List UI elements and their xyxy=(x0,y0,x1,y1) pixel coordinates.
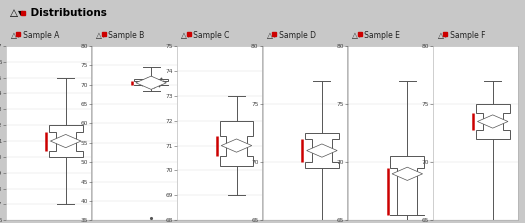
Text: △▾ Sample F: △▾ Sample F xyxy=(437,31,485,40)
Polygon shape xyxy=(477,115,508,128)
Polygon shape xyxy=(307,144,337,157)
Polygon shape xyxy=(136,76,166,89)
Text: △▾ Sample A: △▾ Sample A xyxy=(10,31,59,40)
Polygon shape xyxy=(50,134,81,148)
Text: △▾ Sample B: △▾ Sample B xyxy=(96,31,144,40)
Text: △▾ Sample C: △▾ Sample C xyxy=(181,31,230,40)
Polygon shape xyxy=(49,125,82,157)
Polygon shape xyxy=(219,121,254,165)
Polygon shape xyxy=(390,156,424,215)
Polygon shape xyxy=(476,104,510,139)
Polygon shape xyxy=(392,167,423,180)
Polygon shape xyxy=(134,79,168,85)
Polygon shape xyxy=(305,133,339,168)
Text: △▾ Sample E: △▾ Sample E xyxy=(352,31,400,40)
Text: △▾  Distributions: △▾ Distributions xyxy=(10,8,107,18)
Polygon shape xyxy=(221,139,252,152)
Text: △▾ Sample D: △▾ Sample D xyxy=(267,31,316,40)
